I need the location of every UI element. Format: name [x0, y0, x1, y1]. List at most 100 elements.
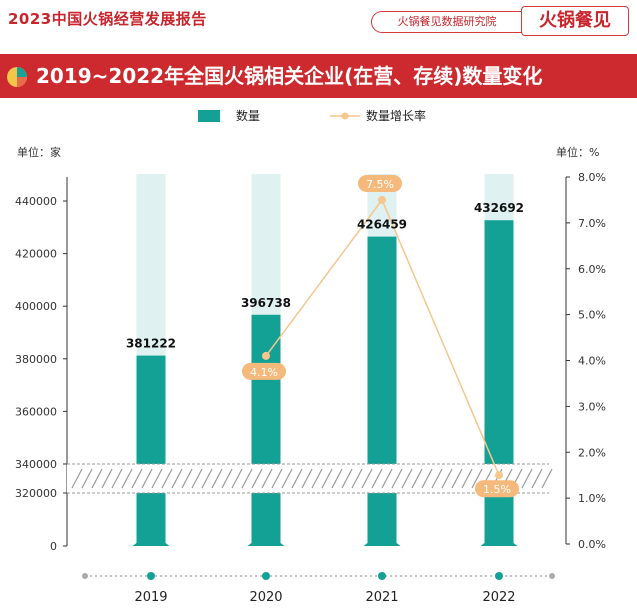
right-axis-tick-label: 1.0%: [578, 492, 606, 505]
axis-break-hatch: [521, 468, 533, 489]
axis-break-hatch: [231, 468, 243, 489]
bar-value-label: 432692: [474, 201, 524, 215]
axis-break-hatch: [401, 468, 413, 489]
axis-break-hatch: [141, 468, 153, 489]
axis-break-hatch: [81, 468, 93, 489]
axis-break-hatch: [271, 468, 283, 489]
bar: [367, 236, 397, 546]
left-axis-tick-label: 320000: [15, 487, 57, 500]
chart: 数量 数量增长率 单位：家 单位：% 0 320000 340000 360000 38…: [15, 108, 606, 605]
legend-line-label: 数量增长率: [366, 108, 426, 123]
x-axis-label: 2019: [134, 590, 167, 605]
axis-break-hatch: [171, 468, 183, 489]
x-axis-marker: [147, 572, 155, 580]
title-banner: 2019~2022年全国火锅相关企业(在营、存续)数量变化: [0, 54, 637, 98]
growth-rate-point: [262, 351, 270, 360]
axis-break-hatch: [341, 468, 353, 489]
axis-break-hatch: [471, 468, 483, 489]
timeline-end-dot: [82, 573, 88, 579]
axis-break-hatch: [281, 468, 293, 489]
axis-break-hatch: [291, 468, 303, 489]
axis-break-hatch: [381, 468, 393, 489]
legend-bar-swatch: [198, 110, 220, 122]
institute-label: 火锅餐见数据研究院: [371, 11, 522, 33]
x-axis-label: 2022: [482, 590, 515, 605]
axis-break-hatch: [361, 468, 373, 489]
axis-break-hatch: [121, 468, 133, 489]
bar-value-label: 396738: [241, 296, 291, 310]
axis-break-hatch: [451, 468, 463, 489]
growth-rate-label: 4.1%: [250, 366, 278, 379]
axis-break-hatch: [421, 468, 433, 489]
axis-break-hatch: [101, 468, 113, 489]
x-axis-label: 2020: [249, 590, 282, 605]
growth-rate-point: [378, 195, 386, 204]
bar: [136, 355, 166, 546]
axis-break-hatch: [181, 468, 193, 489]
axis-break-hatch: [371, 468, 383, 489]
left-axis-tick-label: 0: [50, 540, 57, 553]
axis-break-hatch: [111, 468, 123, 489]
axis-break-hatch: [71, 468, 83, 489]
axis-break-hatch: [431, 468, 443, 489]
axis-break-hatch: [441, 468, 453, 489]
bar-foot: [480, 543, 518, 546]
chart-title: 2019~2022年全国火锅相关企业(在营、存续)数量变化: [36, 64, 543, 88]
bar-foot: [363, 543, 401, 546]
right-axis-tick-label: 5.0%: [578, 309, 606, 322]
growth-rate-label: 1.5%: [483, 483, 511, 496]
axis-break-hatch: [131, 468, 143, 489]
pie-icon: [7, 67, 27, 87]
growth-rate-badge: [358, 174, 402, 192]
growth-rate-label: 7.5%: [366, 178, 394, 191]
bar: [251, 314, 281, 546]
axis-break-hatch: [241, 468, 253, 489]
x-axis-marker: [262, 572, 270, 580]
report-title: 2023中国火锅经营发展报告: [8, 10, 207, 28]
bar-value-label: 426459: [357, 218, 407, 232]
left-axis-tick-label: 440000: [15, 195, 57, 208]
left-axis-tick-label: 420000: [15, 248, 57, 261]
axis-break-hatch: [391, 468, 403, 489]
bar-foot: [132, 543, 170, 546]
axis-break-hatch: [91, 468, 103, 489]
right-axis-tick-label: 4.0%: [578, 355, 606, 368]
x-axis-label: 2021: [365, 590, 398, 605]
axis-break-hatch: [311, 468, 323, 489]
left-axis-tick-label: 400000: [15, 300, 57, 313]
bar-value-label: 381222: [126, 337, 176, 351]
axis-break-hatch: [351, 468, 363, 489]
axis-break-hatch: [191, 468, 203, 489]
timeline-end-dot: [549, 573, 555, 579]
right-axis-tick-label: 7.0%: [578, 217, 606, 230]
axis-break-hatch: [541, 468, 553, 489]
axis-break-hatch: [221, 468, 233, 489]
axis-break-hatch: [211, 468, 223, 489]
legend-bar-label: 数量: [236, 108, 260, 123]
axis-break-hatch: [201, 468, 213, 489]
axis-break-hatch: [251, 468, 263, 489]
right-axis-tick-label: 2.0%: [578, 446, 606, 459]
bar-foot: [247, 543, 285, 546]
x-axis-marker: [495, 572, 503, 580]
right-axis-tick-label: 6.0%: [578, 263, 606, 276]
right-axis-unit: 单位：%: [556, 145, 599, 159]
growth-rate-badge: [475, 480, 519, 498]
axis-break-hatch: [331, 468, 343, 489]
axis-break-hatch: [531, 468, 543, 489]
axis-break-hatch: [261, 468, 273, 489]
right-axis-tick-label: 3.0%: [578, 400, 606, 413]
right-axis-tick-label: 0.0%: [578, 538, 606, 551]
growth-rate-point: [495, 471, 503, 480]
left-axis-tick-label: 360000: [15, 405, 57, 418]
legend-line-marker: [341, 112, 349, 120]
axis-break-hatch: [161, 468, 173, 489]
axis-break-hatch: [301, 468, 313, 489]
axis-break-hatch: [151, 468, 163, 489]
axis-break-hatch: [461, 468, 473, 489]
left-axis-tick-label: 380000: [15, 353, 57, 366]
growth-rate-badge: [242, 362, 286, 380]
brand-logo: 火锅餐见: [521, 6, 629, 36]
axis-break-hatch: [411, 468, 423, 489]
left-axis-tick-label: 340000: [15, 458, 57, 471]
